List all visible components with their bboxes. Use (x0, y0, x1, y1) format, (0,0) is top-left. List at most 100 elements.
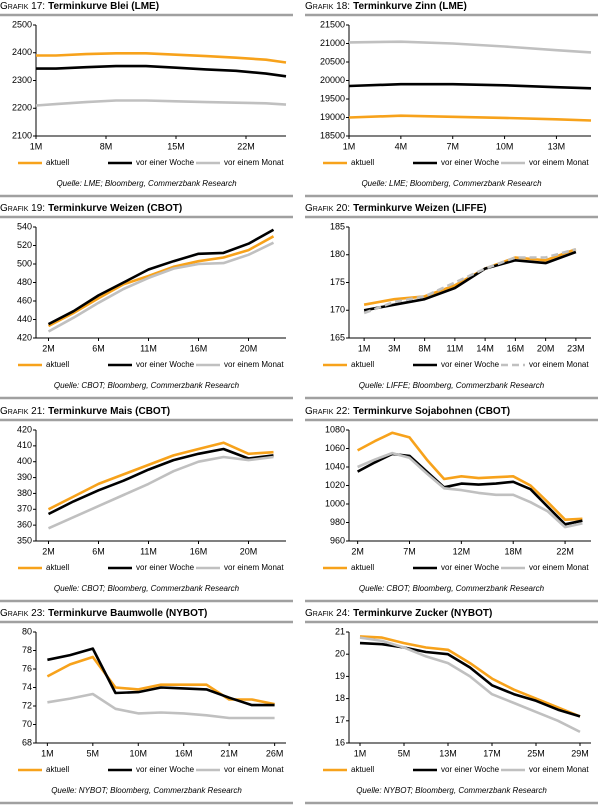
chart-title-text: Terminkurve Sojabohnen (CBOT) (353, 406, 510, 417)
y-tick-label: 380 (17, 488, 32, 498)
x-tick-label: 20M (240, 546, 258, 556)
y-tick-label: 20000 (320, 75, 345, 85)
x-tick-label: 13M (548, 141, 566, 151)
y-tick-label: 370 (17, 504, 32, 514)
y-tick-label: 2200 (12, 103, 32, 113)
x-tick-label: 1M (343, 141, 356, 151)
chart-label: Grafik 20: (305, 203, 350, 214)
y-tick-label: 18 (335, 693, 345, 703)
x-tick-label: 23M (567, 343, 585, 353)
x-tick-label: 13M (439, 748, 457, 758)
source: Quelle: NYBOT; Bloomberg, Commerzbank Re… (51, 786, 242, 795)
legend-label: vor einer Woche (136, 360, 195, 369)
x-tick-label: 15M (167, 141, 185, 151)
y-tick-label: 2300 (12, 75, 32, 85)
series-line (36, 52, 287, 64)
x-tick-label: 16M (190, 343, 208, 353)
y-tick-label: 19500 (320, 93, 345, 103)
series-line (348, 114, 592, 122)
source: Quelle: CBOT; Bloomberg, Commerzbank Res… (359, 584, 545, 593)
y-tick-label: 19 (335, 671, 345, 681)
chart-title: Grafik 20: Terminkurve Weizen (LIFFE) (305, 203, 487, 214)
x-tick-label: 11M (140, 343, 157, 353)
series-line (47, 241, 275, 333)
y-tick-label: 21000 (320, 38, 345, 48)
x-tick-label: 18M (504, 546, 522, 556)
legend-label: vor einer Woche (441, 765, 500, 774)
series-line (47, 228, 275, 326)
y-tick-label: 2500 (12, 19, 32, 29)
y-tick-label: 360 (17, 520, 32, 530)
legend-label: vor einem Monat (529, 158, 589, 167)
legend-label: vor einem Monat (224, 360, 284, 369)
legend-label: aktuell (46, 563, 69, 572)
chart-label: Grafik 19: (0, 203, 45, 214)
legend-label: aktuell (351, 158, 374, 167)
y-tick-label: 1060 (325, 443, 345, 453)
y-tick-label: 400 (17, 456, 32, 466)
x-tick-label: 6M (92, 546, 105, 556)
chart-title-text: Terminkurve Baumwolle (NYBOT) (48, 608, 207, 619)
chart-title-text: Terminkurve Zucker (NYBOT) (353, 608, 492, 619)
y-tick-label: 19000 (320, 112, 345, 122)
x-tick-label: 7M (403, 546, 416, 556)
legend-label: vor einem Monat (529, 765, 589, 774)
y-tick-label: 68 (22, 737, 32, 747)
x-tick-label: 5M (398, 748, 411, 758)
y-tick-label: 2100 (12, 130, 32, 140)
series-line (348, 40, 592, 54)
chart: Grafik 24: Terminkurve Zucker (NYBOT) Quel… (305, 608, 598, 805)
chart-title: Grafik 18: Terminkurve Zinn (LME) (305, 1, 467, 12)
x-tick-label: 1M (354, 748, 367, 758)
y-tick-label: 76 (22, 663, 32, 673)
x-tick-label: 10M (130, 748, 148, 758)
y-tick-label: 540 (17, 221, 32, 231)
x-tick-label: 1M (358, 343, 371, 353)
x-tick-label: 12M (453, 546, 471, 556)
y-tick-label: 2400 (12, 47, 32, 57)
legend-label: vor einem Monat (224, 563, 284, 572)
chart: Grafik 19: Terminkurve Weizen (CBOT) Quell… (0, 203, 293, 400)
y-tick-label: 980 (330, 517, 345, 527)
x-tick-label: 20M (537, 343, 555, 353)
series-line (47, 441, 274, 511)
y-tick-label: 1080 (325, 424, 345, 434)
chart-title-text: Terminkurve Zinn (LME) (353, 1, 467, 12)
y-tick-label: 390 (17, 472, 32, 482)
legend-label: vor einer Woche (441, 158, 500, 167)
legend-label: aktuell (46, 360, 69, 369)
y-tick-label: 520 (17, 240, 32, 250)
x-tick-label: 1M (41, 748, 54, 758)
chart-title-text: Terminkurve Blei (LME) (48, 1, 159, 12)
source: Quelle: CBOT; Bloomberg, Commerzbank Res… (54, 584, 240, 593)
series-line (356, 431, 583, 521)
chart-label: Grafik 17: (0, 1, 45, 12)
series-line (359, 636, 581, 734)
series-line (359, 641, 581, 718)
legend-label: aktuell (46, 158, 69, 167)
x-tick-label: 16M (507, 343, 525, 353)
y-tick-label: 500 (17, 258, 32, 268)
y-tick-label: 410 (17, 440, 32, 450)
chart-label: Grafik 22: (305, 406, 350, 417)
x-tick-label: 4M (395, 141, 408, 151)
y-tick-label: 420 (17, 332, 32, 342)
x-tick-label: 14M (476, 343, 494, 353)
y-tick-label: 80 (22, 626, 32, 636)
legend-label: aktuell (351, 360, 374, 369)
legend-label: vor einem Monat (529, 563, 589, 572)
y-tick-label: 20 (335, 649, 345, 659)
y-tick-label: 460 (17, 295, 32, 305)
chart-title-text: Terminkurve Weizen (LIFFE) (353, 203, 487, 214)
chart-label: Grafik 18: (305, 1, 350, 12)
x-tick-label: 16M (190, 546, 208, 556)
series-line (47, 647, 275, 707)
series-line (36, 64, 287, 78)
chart-label: Grafik 21: (0, 406, 45, 417)
x-tick-label: 11M (446, 343, 463, 353)
chart: Grafik 17: Terminkurve Blei (LME) Quelle: … (0, 1, 293, 198)
x-tick-label: 17M (483, 748, 501, 758)
source: Quelle: CBOT; Bloomberg, Commerzbank Res… (54, 381, 240, 390)
x-tick-label: 10M (496, 141, 514, 151)
chart-title: Grafik 17: Terminkurve Blei (LME) (0, 1, 159, 12)
